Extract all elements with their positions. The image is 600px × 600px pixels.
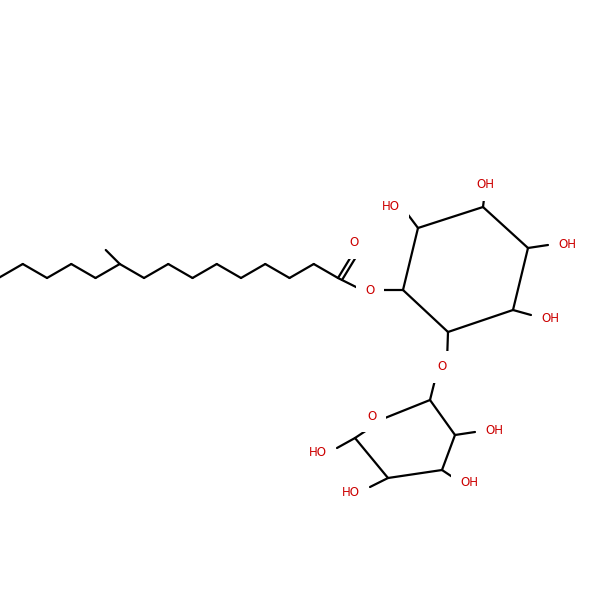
Text: HO: HO <box>382 199 400 212</box>
Text: HO: HO <box>342 485 360 499</box>
Text: O: O <box>368 409 377 422</box>
Text: OH: OH <box>558 238 576 251</box>
Text: OH: OH <box>460 475 478 488</box>
Text: O: O <box>349 236 359 250</box>
Text: OH: OH <box>485 425 503 437</box>
Text: HO: HO <box>309 445 327 458</box>
Text: O: O <box>437 361 446 373</box>
Text: O: O <box>365 283 374 296</box>
Text: OH: OH <box>476 179 494 191</box>
Text: OH: OH <box>541 311 559 325</box>
